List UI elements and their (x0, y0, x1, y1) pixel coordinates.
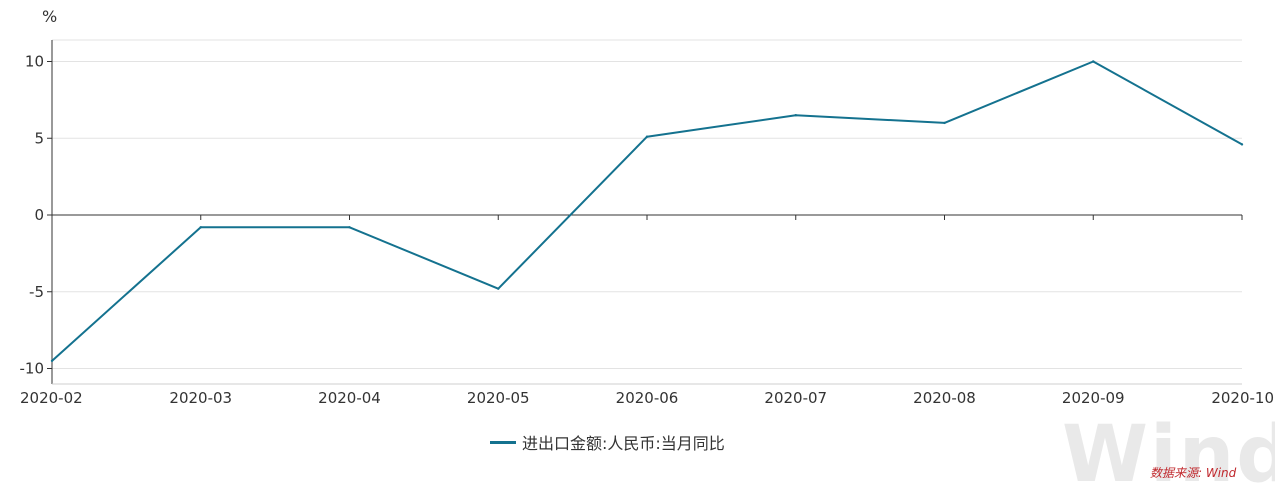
x-tick-label: 2020-09 (1062, 389, 1125, 407)
data-point (794, 114, 797, 117)
x-tick-label: 2020-04 (318, 389, 381, 407)
data-point (348, 226, 351, 229)
y-tick-label: -10 (20, 360, 45, 378)
data-point (50, 359, 54, 363)
legend-swatch (490, 440, 516, 444)
legend: 进出口金额:人民币:当月同比 (490, 430, 725, 454)
data-point (1240, 143, 1244, 146)
data-point (943, 121, 946, 125)
data-point (199, 226, 202, 229)
series-layer (50, 60, 1244, 363)
y-tick-label: -5 (29, 283, 44, 301)
y-tick-label: 5 (34, 129, 44, 147)
x-tick-labels: 2020-02 2020-03 2020-04 2020-05 2020-06 2020-… (20, 389, 1274, 407)
x-tick-label: 2020-07 (764, 389, 827, 407)
legend-label: 进出口金额:人民币:当月同比 (522, 434, 725, 453)
line-chart: % 10 5 0 -5 -10 2020-02 2020-03 2020-04 2020-05… (20, 7, 1275, 407)
x-tick-label: 2020-05 (467, 389, 530, 407)
y-axis-unit: % (42, 7, 57, 26)
series-line (51, 60, 1243, 362)
x-tick-label: 2020-03 (169, 389, 232, 407)
data-point (645, 135, 649, 138)
axes (47, 40, 1243, 385)
watermark-logo: Wind (1062, 410, 1275, 500)
x-tick-label: 2020-06 (616, 389, 679, 407)
x-tick-label: 2020-08 (913, 389, 976, 407)
x-tick-label: 2020-10 (1211, 389, 1274, 407)
data-point (1092, 60, 1095, 63)
data-point (497, 287, 500, 290)
source-note: 数据来源: Wind (1150, 466, 1237, 480)
y-tick-labels: 10 5 0 -5 -10 (20, 53, 45, 378)
y-tick-label: 0 (34, 206, 44, 224)
y-tick-label: 10 (25, 53, 44, 71)
gridlines (52, 39, 1242, 369)
x-tick-label: 2020-02 (20, 389, 83, 407)
